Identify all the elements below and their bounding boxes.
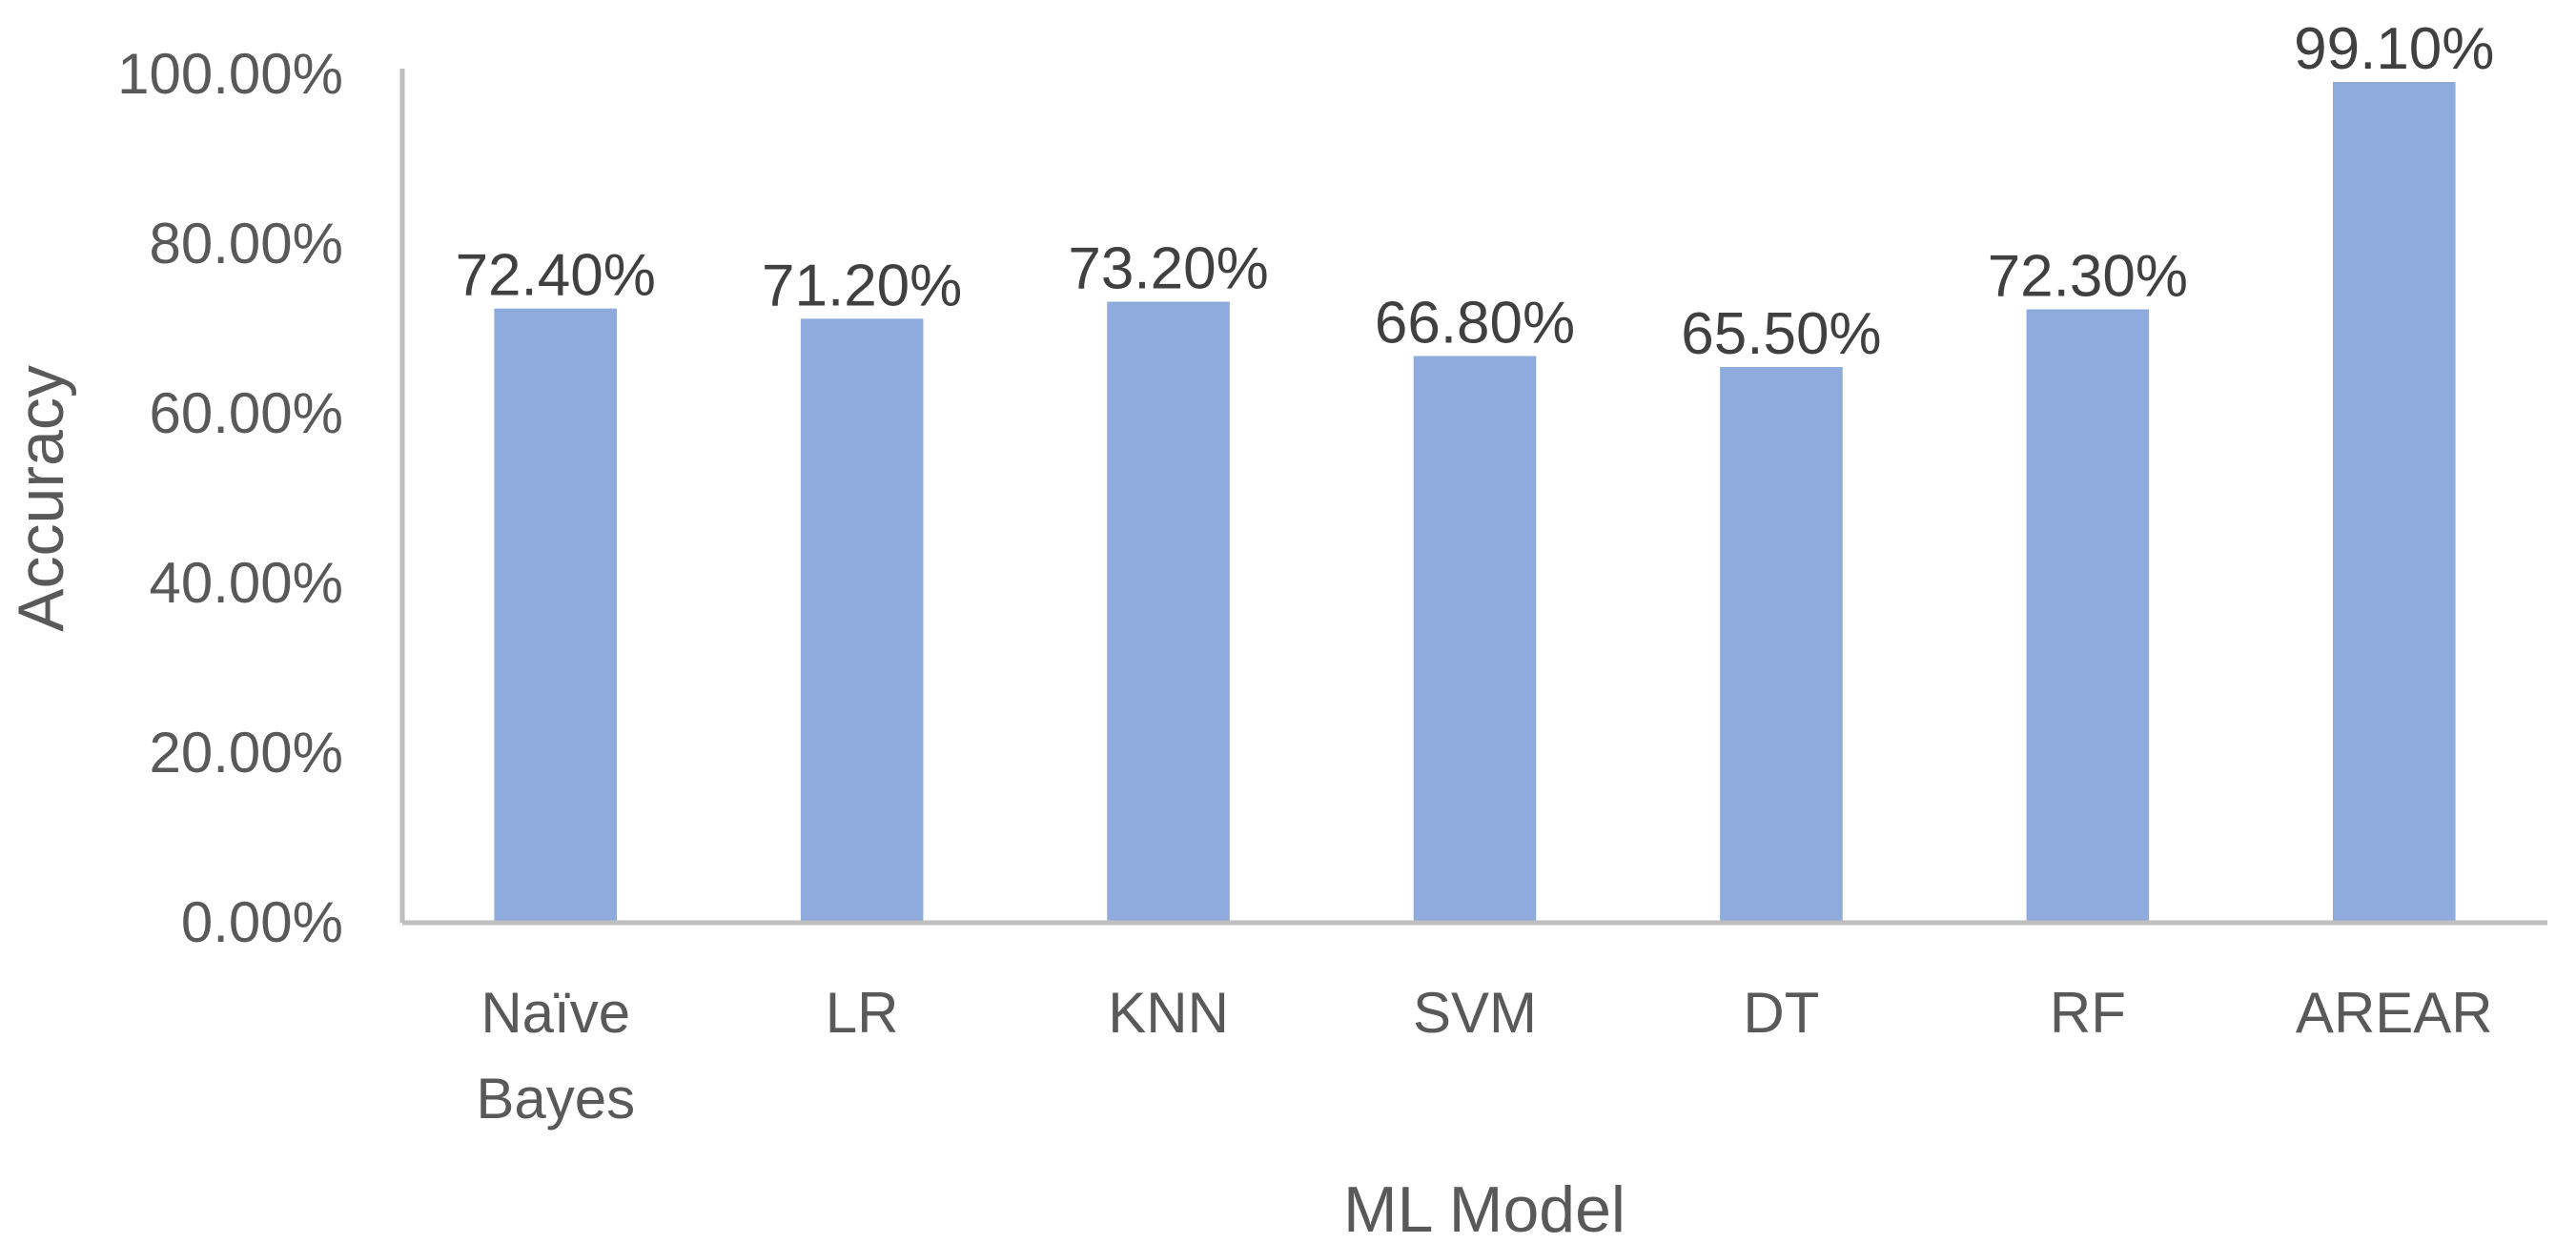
- y-axis-ticks: 0.00% 20.00% 40.00% 60.00% 80.00% 100.00%: [117, 42, 343, 954]
- data-labels: 72.40% 71.20% 73.20% 66.80% 65.50% 72.30% 99.1…: [456, 16, 2495, 367]
- bar: [1107, 301, 1230, 923]
- x-category-label: LR: [826, 981, 899, 1045]
- bar-data-label: 73.20%: [1068, 236, 1268, 302]
- x-axis-category-labels: Naïve Bayes LR KNN SVM DT RF AREAR: [476, 981, 2492, 1131]
- bar: [2026, 309, 2150, 923]
- bars: [494, 82, 2456, 924]
- y-tick-label: 100.00%: [117, 42, 343, 106]
- y-tick-label: 0.00%: [181, 890, 343, 954]
- x-category-label: RF: [2050, 981, 2126, 1045]
- bar: [1720, 367, 1843, 923]
- y-tick-label: 20.00%: [150, 721, 344, 785]
- bar-data-label: 65.50%: [1681, 301, 1881, 367]
- x-axis-title: ML Model: [1343, 1173, 1625, 1243]
- x-category-label: KNN: [1108, 981, 1229, 1045]
- bar-data-label: 72.40%: [456, 243, 656, 309]
- x-category-label: Bayes: [476, 1067, 635, 1131]
- x-category-label: DT: [1743, 981, 1819, 1045]
- bar: [494, 308, 617, 923]
- y-tick-label: 80.00%: [150, 212, 344, 275]
- x-category-label: Naïve: [480, 981, 630, 1045]
- bar-data-label: 99.10%: [2294, 16, 2494, 82]
- x-category-label: AREAR: [2296, 981, 2493, 1045]
- x-category-label: SVM: [1413, 981, 1537, 1045]
- y-axis-title: Accuracy: [5, 365, 77, 632]
- bar-data-label: 66.80%: [1375, 290, 1575, 356]
- bar: [1413, 356, 1537, 924]
- bar-data-label: 71.20%: [762, 253, 962, 318]
- bar-data-label: 72.30%: [1988, 244, 2188, 310]
- bar: [2333, 82, 2456, 923]
- y-tick-label: 40.00%: [150, 551, 344, 615]
- bar: [800, 318, 924, 923]
- y-tick-label: 60.00%: [150, 381, 344, 445]
